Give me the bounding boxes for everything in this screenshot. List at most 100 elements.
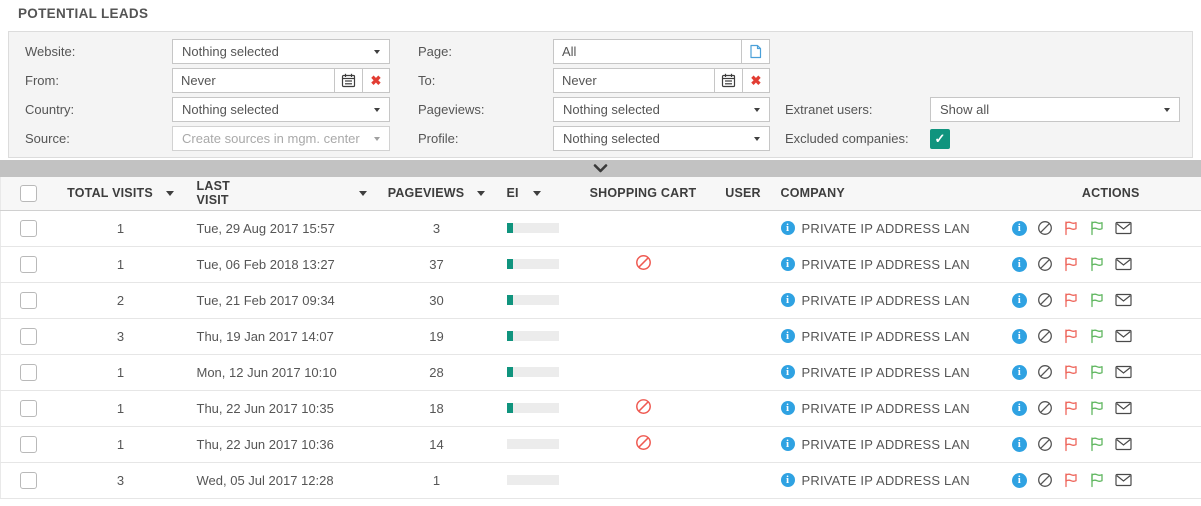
company-name: PRIVATE IP ADDRESS LAN	[801, 292, 970, 308]
flag-green-button[interactable]	[1089, 436, 1105, 452]
flag-red-button[interactable]	[1063, 472, 1079, 488]
company-info-icon[interactable]: i	[780, 293, 795, 307]
flag-red-button[interactable]	[1063, 256, 1079, 272]
email-button[interactable]	[1115, 292, 1132, 308]
row-checkbox[interactable]	[20, 363, 37, 381]
info-button[interactable]: i	[1011, 364, 1027, 380]
cell-pageviews: 14	[366, 426, 507, 463]
info-button[interactable]: i	[1011, 472, 1027, 488]
row-checkbox[interactable]	[20, 219, 37, 237]
ban-button[interactable]	[1037, 472, 1053, 488]
row-checkbox[interactable]	[20, 255, 37, 273]
ban-button[interactable]	[1037, 436, 1053, 452]
flag-green-button[interactable]	[1089, 364, 1105, 380]
to-date-input[interactable]	[553, 68, 714, 93]
ban-button[interactable]	[1037, 292, 1053, 308]
ei-progress-fill	[506, 295, 513, 305]
email-button[interactable]	[1115, 220, 1132, 236]
excluded-companies-label: Excluded companies:	[785, 131, 909, 146]
flag-red-button[interactable]	[1063, 364, 1079, 380]
flag-green-button[interactable]	[1089, 400, 1105, 416]
row-checkbox[interactable]	[20, 327, 37, 345]
website-select[interactable]: Nothing selected	[172, 39, 390, 64]
country-select[interactable]: Nothing selected	[172, 97, 390, 122]
table-row: 2 Tue, 21 Feb 2017 09:34 30 i PRIVATE IP…	[0, 282, 1201, 319]
ban-button[interactable]	[1037, 364, 1053, 380]
website-label: Website:	[25, 44, 76, 59]
flag-red-button[interactable]	[1063, 436, 1079, 452]
sort-caret-icon[interactable]	[358, 190, 367, 196]
email-button[interactable]	[1115, 364, 1132, 380]
company-info-icon[interactable]: i	[780, 257, 795, 271]
company-info-icon[interactable]: i	[780, 221, 795, 235]
info-button[interactable]: i	[1011, 328, 1027, 344]
company-info-icon[interactable]: i	[780, 473, 795, 487]
cell-user	[705, 246, 781, 283]
ban-button[interactable]	[1037, 400, 1053, 416]
sort-caret-icon[interactable]	[165, 190, 174, 196]
extranet-users-select[interactable]: Show all	[930, 97, 1180, 122]
cell-user	[705, 426, 781, 463]
pageviews-select[interactable]: Nothing selected	[553, 97, 770, 122]
page-title: POTENTIAL LEADS	[18, 6, 149, 21]
info-icon: i	[1011, 220, 1027, 236]
page-lookup-button[interactable]	[741, 39, 770, 64]
email-button[interactable]	[1115, 400, 1132, 416]
info-icon: i	[1011, 256, 1027, 272]
row-checkbox[interactable]	[20, 399, 37, 417]
ban-button[interactable]	[1037, 220, 1053, 236]
flag-red-button[interactable]	[1063, 220, 1079, 236]
row-checkbox[interactable]	[20, 471, 37, 489]
profile-select[interactable]: Nothing selected	[553, 126, 770, 151]
cell-user	[705, 390, 781, 427]
flag-green-button[interactable]	[1089, 328, 1105, 344]
cell-last-visit: Mon, 12 Jun 2017 10:10	[196, 354, 367, 391]
info-button[interactable]: i	[1011, 292, 1027, 308]
flag-red-button[interactable]	[1063, 400, 1079, 416]
source-label: Source:	[25, 131, 70, 146]
company-info-icon[interactable]: i	[780, 437, 795, 451]
sort-caret-icon[interactable]	[477, 190, 486, 196]
ban-button[interactable]	[1037, 328, 1053, 344]
to-calendar-button[interactable]	[714, 68, 743, 93]
from-calendar-button[interactable]	[334, 68, 363, 93]
info-button[interactable]: i	[1011, 400, 1027, 416]
flag-green-button[interactable]	[1089, 256, 1105, 272]
flag-green-button[interactable]	[1089, 220, 1105, 236]
envelope-icon	[1115, 401, 1132, 415]
flag-green-button[interactable]	[1089, 472, 1105, 488]
to-clear-button[interactable]: ✖	[743, 68, 770, 93]
ban-button[interactable]	[1037, 256, 1053, 272]
company-info-icon[interactable]: i	[780, 329, 795, 343]
envelope-icon	[1115, 293, 1132, 307]
column-header-shopping-cart: SHOPPING CART	[589, 186, 697, 201]
row-checkbox[interactable]	[20, 435, 37, 453]
from-date-input[interactable]	[172, 68, 334, 93]
flag-red-button[interactable]	[1063, 328, 1079, 344]
page-input[interactable]	[553, 39, 741, 64]
company-info-icon[interactable]: i	[780, 401, 795, 415]
flag-red-button[interactable]	[1063, 292, 1079, 308]
excluded-companies-checkbox[interactable]: ✓	[930, 128, 950, 149]
email-button[interactable]	[1115, 436, 1132, 452]
company-name: PRIVATE IP ADDRESS LAN	[801, 256, 970, 272]
email-button[interactable]	[1115, 472, 1132, 488]
to-label: To:	[418, 73, 436, 88]
row-checkbox[interactable]	[20, 291, 37, 309]
email-button[interactable]	[1115, 256, 1132, 272]
collapse-filters-button[interactable]	[0, 160, 1201, 177]
email-button[interactable]	[1115, 328, 1132, 344]
cell-pageviews: 37	[366, 246, 507, 283]
info-button[interactable]: i	[1011, 256, 1027, 272]
flag-red-icon	[1065, 473, 1077, 488]
flag-green-button[interactable]	[1089, 292, 1105, 308]
info-button[interactable]: i	[1011, 436, 1027, 452]
company-info-icon[interactable]: i	[780, 365, 795, 379]
from-clear-button[interactable]: ✖	[363, 68, 390, 93]
sort-caret-icon[interactable]	[532, 190, 541, 196]
info-button[interactable]: i	[1011, 220, 1027, 236]
calendar-icon	[341, 73, 356, 88]
company-name: PRIVATE IP ADDRESS LAN	[801, 472, 970, 488]
select-all-checkbox[interactable]	[20, 184, 37, 202]
cell-last-visit: Thu, 19 Jan 2017 14:07	[196, 318, 367, 355]
